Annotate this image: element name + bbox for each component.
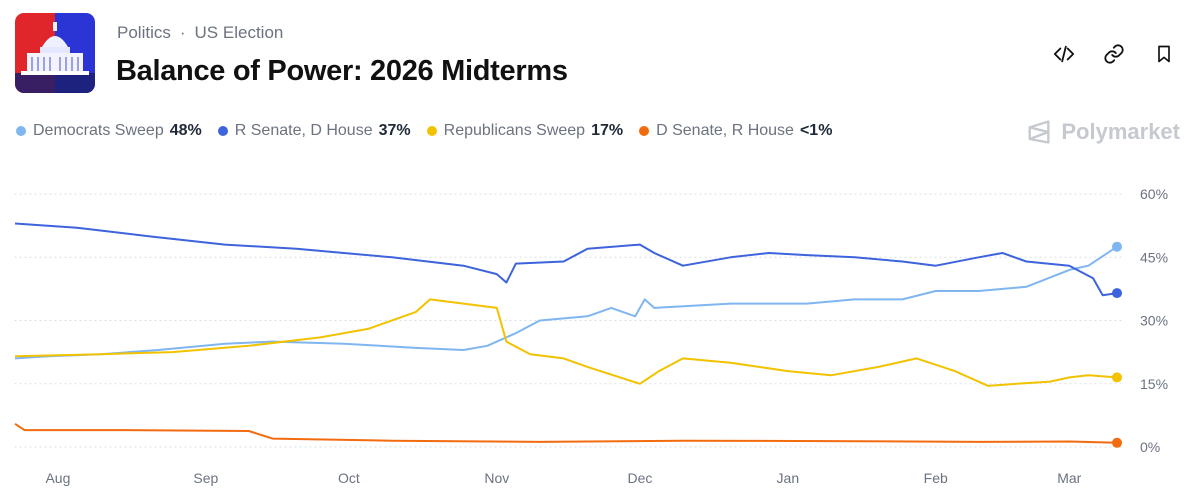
embed-button[interactable] (1050, 40, 1078, 68)
y-tick-label: 60% (1140, 186, 1168, 202)
series-line-0 (14, 245, 1118, 360)
legend-label: D Senate, R House (656, 122, 794, 139)
legend-dot (16, 126, 26, 136)
capitol-building-icon (15, 13, 95, 93)
chart-legend: Democrats Sweep 48% R Senate, D House 37… (16, 122, 848, 140)
legend-value: <1% (799, 122, 833, 139)
x-tick-label: Jan (777, 470, 800, 486)
series-line-1 (14, 222, 1118, 297)
breadcrumb-subcategory[interactable]: US Election (194, 23, 284, 42)
legend-dot (426, 126, 437, 136)
legend-item-d-senate-r-house[interactable]: D Senate, R House <1% (639, 122, 832, 140)
link-icon (1104, 44, 1124, 64)
code-icon (1053, 45, 1075, 63)
x-tick-label: Mar (1057, 470, 1081, 486)
page-title: Balance of Power: 2026 Midterms (116, 55, 568, 87)
y-tick-label: 15% (1140, 376, 1168, 392)
legend-value: 37% (378, 122, 411, 139)
x-tick-label: Dec (627, 470, 652, 486)
y-tick-label: 45% (1140, 249, 1168, 265)
legend-dot (217, 126, 228, 136)
series-endpoint-2 (1112, 372, 1122, 383)
legend-label: Republicans Sweep (443, 122, 586, 139)
series-endpoint-0 (1112, 241, 1122, 252)
series-endpoint-3 (1112, 437, 1122, 448)
x-tick-label: Nov (484, 470, 509, 486)
brand-name: Polymarket (1061, 119, 1180, 144)
header-actions (1050, 40, 1178, 68)
series-line-3 (14, 422, 1118, 444)
y-tick-label: 0% (1140, 439, 1160, 455)
series-line-2 (14, 298, 1118, 387)
polymarket-logo: Polymarket (1025, 118, 1180, 146)
series-endpoint-1 (1112, 288, 1122, 299)
polymarket-logo-icon (1028, 120, 1050, 144)
legend-label: R Senate, D House (234, 122, 373, 139)
legend-item-democrats-sweep[interactable]: Democrats Sweep 48% (16, 122, 202, 140)
legend-value: 48% (169, 122, 202, 139)
legend-value: 17% (591, 122, 624, 139)
x-tick-label: Aug (45, 470, 70, 486)
x-tick-label: Feb (924, 470, 948, 486)
x-tick-label: Sep (193, 470, 218, 486)
legend-item-republicans-sweep[interactable]: Republicans Sweep 17% (426, 122, 624, 140)
legend-dot (639, 126, 650, 136)
copy-link-button[interactable] (1100, 40, 1128, 68)
legend-label: Democrats Sweep (33, 122, 164, 139)
breadcrumb-category[interactable]: Politics (117, 23, 171, 42)
bookmark-button[interactable] (1150, 40, 1178, 68)
breadcrumb: Politics · US Election (117, 23, 283, 43)
bookmark-icon (1158, 45, 1170, 63)
market-thumbnail (15, 13, 95, 93)
breadcrumb-separator: · (179, 23, 186, 42)
y-tick-label: 30% (1140, 313, 1168, 329)
x-tick-label: Oct (338, 470, 360, 486)
legend-item-r-senate-d-house[interactable]: R Senate, D House 37% (217, 122, 411, 140)
